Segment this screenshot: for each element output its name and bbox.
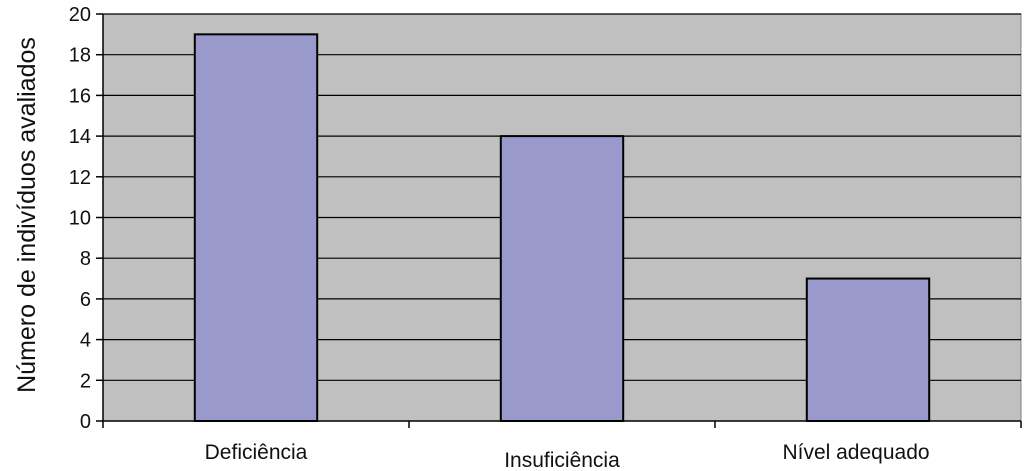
x-category-labels: Deficiência Insuficiência Nível adequado: [205, 441, 930, 471]
y-tick-label: 6: [80, 289, 91, 311]
y-tick-label: 10: [69, 208, 91, 230]
bar-1: [499, 135, 625, 422]
axes: [96, 13, 1022, 428]
y-tick-label: 8: [80, 248, 91, 270]
y-tick-label: 0: [80, 411, 91, 433]
y-tick-labels: 0 2 4 6 8 10 12 14 16 18 20: [69, 4, 91, 433]
y-tick-label: 2: [80, 370, 91, 392]
bar-2: [805, 277, 931, 422]
y-tick-label: 20: [69, 4, 91, 26]
x-category-label: Insuficiência: [504, 449, 620, 471]
bar-0: [193, 33, 319, 422]
x-category-label: Nível adequado: [782, 441, 929, 464]
y-tick-label: 18: [69, 45, 91, 67]
y-tick-label: 12: [69, 167, 91, 189]
y-tick-label: 14: [69, 126, 91, 148]
y-tick-label: 4: [80, 330, 91, 352]
y-axis-title: Número de indivíduos avaliados: [13, 37, 41, 393]
x-category-label: Deficiência: [205, 441, 308, 464]
y-tick-label: 16: [69, 85, 91, 107]
